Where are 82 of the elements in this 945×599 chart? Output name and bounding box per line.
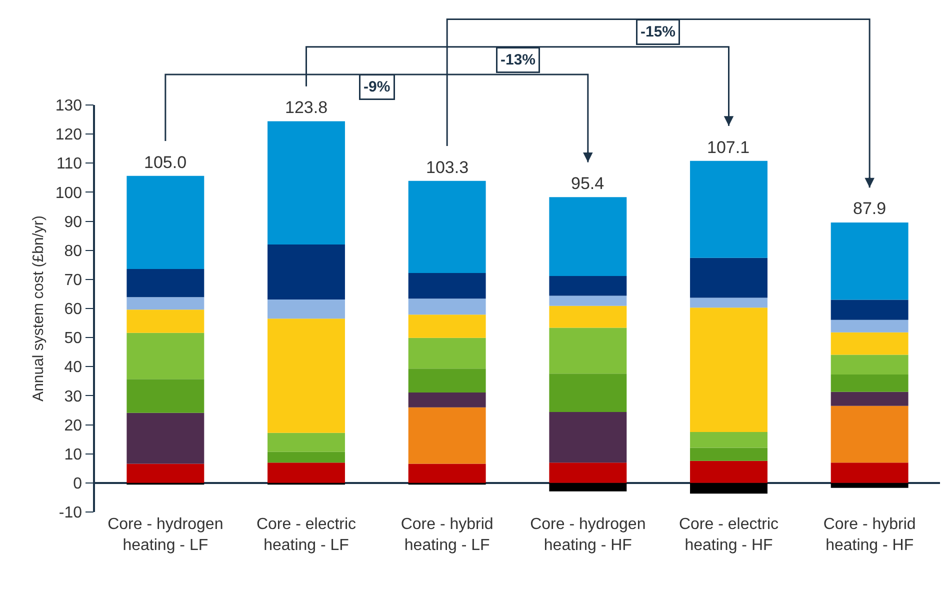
y-axis-title: Annual system cost (£bn/yr) bbox=[30, 216, 48, 402]
bar bbox=[268, 244, 345, 300]
total-label: 87.9 bbox=[853, 199, 886, 218]
y-tick-label: 0 bbox=[73, 476, 82, 493]
total-label: 95.4 bbox=[571, 174, 604, 193]
bar bbox=[690, 308, 768, 432]
bar bbox=[408, 407, 486, 464]
bar bbox=[690, 482, 768, 494]
x-tick-label: Core - hydrogen heating - LF bbox=[108, 516, 224, 554]
y-tick-label: 100 bbox=[55, 184, 82, 202]
y-tick-label: 90 bbox=[64, 214, 82, 231]
y-tick-label: 20 bbox=[64, 417, 82, 434]
bar bbox=[408, 314, 486, 338]
bar bbox=[268, 462, 345, 483]
bar bbox=[830, 392, 908, 406]
bar bbox=[408, 298, 486, 315]
bar bbox=[830, 300, 908, 320]
bar bbox=[830, 482, 908, 488]
bar bbox=[408, 464, 486, 483]
bar bbox=[126, 310, 204, 333]
bar bbox=[408, 338, 486, 369]
x-tick-label: Core - electric heating - HF bbox=[678, 516, 779, 554]
bar bbox=[408, 368, 486, 393]
bar bbox=[830, 462, 908, 483]
y-tick-label: 130 bbox=[55, 98, 82, 115]
bar bbox=[830, 332, 908, 355]
y-tick-label: 110 bbox=[56, 156, 82, 173]
bar bbox=[830, 320, 908, 332]
bar bbox=[268, 318, 345, 433]
text: -13% bbox=[500, 52, 536, 68]
y-tick-label: 30 bbox=[64, 388, 82, 406]
bar bbox=[268, 452, 345, 463]
x-tick-label: Core - hybrid heating - LF bbox=[400, 516, 494, 554]
total-label: 105.0 bbox=[144, 153, 187, 172]
bar bbox=[690, 160, 768, 258]
bar bbox=[126, 379, 204, 413]
total-label: 123.8 bbox=[285, 98, 328, 117]
bar bbox=[126, 332, 204, 380]
bar bbox=[126, 297, 204, 310]
x-tick-label: Core - electric heating - LF bbox=[256, 516, 356, 554]
y-tick-label: 60 bbox=[64, 301, 82, 318]
y-tick-label: 120 bbox=[55, 126, 82, 144]
bar bbox=[268, 432, 345, 452]
y-tick-label: 40 bbox=[64, 359, 82, 376]
bar bbox=[408, 273, 486, 299]
bar bbox=[549, 482, 627, 492]
text: -9% bbox=[364, 78, 390, 96]
bar bbox=[408, 180, 486, 274]
bar bbox=[830, 374, 908, 392]
y-tick-label: 70 bbox=[64, 272, 82, 290]
y-tick-label: 80 bbox=[64, 242, 82, 260]
bar bbox=[549, 306, 627, 328]
bar bbox=[126, 412, 204, 464]
bar bbox=[690, 448, 768, 461]
total-label: 103.3 bbox=[426, 158, 469, 177]
y-tick-label: 50 bbox=[64, 330, 82, 348]
y-tick-label: 10 bbox=[64, 446, 82, 464]
bar bbox=[690, 460, 768, 483]
bar bbox=[549, 197, 627, 276]
y-tick-label: -10 bbox=[58, 504, 82, 522]
x-tick-label: Core - hybrid heating - HF bbox=[823, 516, 916, 554]
bar bbox=[549, 412, 627, 463]
bar bbox=[126, 268, 204, 298]
total-label: 107.1 bbox=[707, 138, 750, 157]
bar bbox=[549, 374, 627, 412]
bar bbox=[690, 258, 768, 298]
bar bbox=[830, 354, 908, 374]
bar bbox=[126, 464, 204, 483]
bar bbox=[408, 392, 486, 408]
bar bbox=[549, 462, 627, 483]
bar bbox=[549, 276, 627, 296]
bar bbox=[268, 299, 345, 319]
bar bbox=[126, 176, 204, 269]
bar bbox=[549, 296, 627, 306]
bar bbox=[830, 222, 908, 300]
text: -15% bbox=[640, 24, 676, 40]
bar bbox=[690, 298, 768, 308]
bar bbox=[549, 328, 627, 374]
x-tick-label: Core - hydrogen heating - HF bbox=[530, 516, 646, 554]
bar bbox=[690, 432, 768, 448]
bar bbox=[268, 121, 345, 245]
bar bbox=[830, 406, 908, 463]
